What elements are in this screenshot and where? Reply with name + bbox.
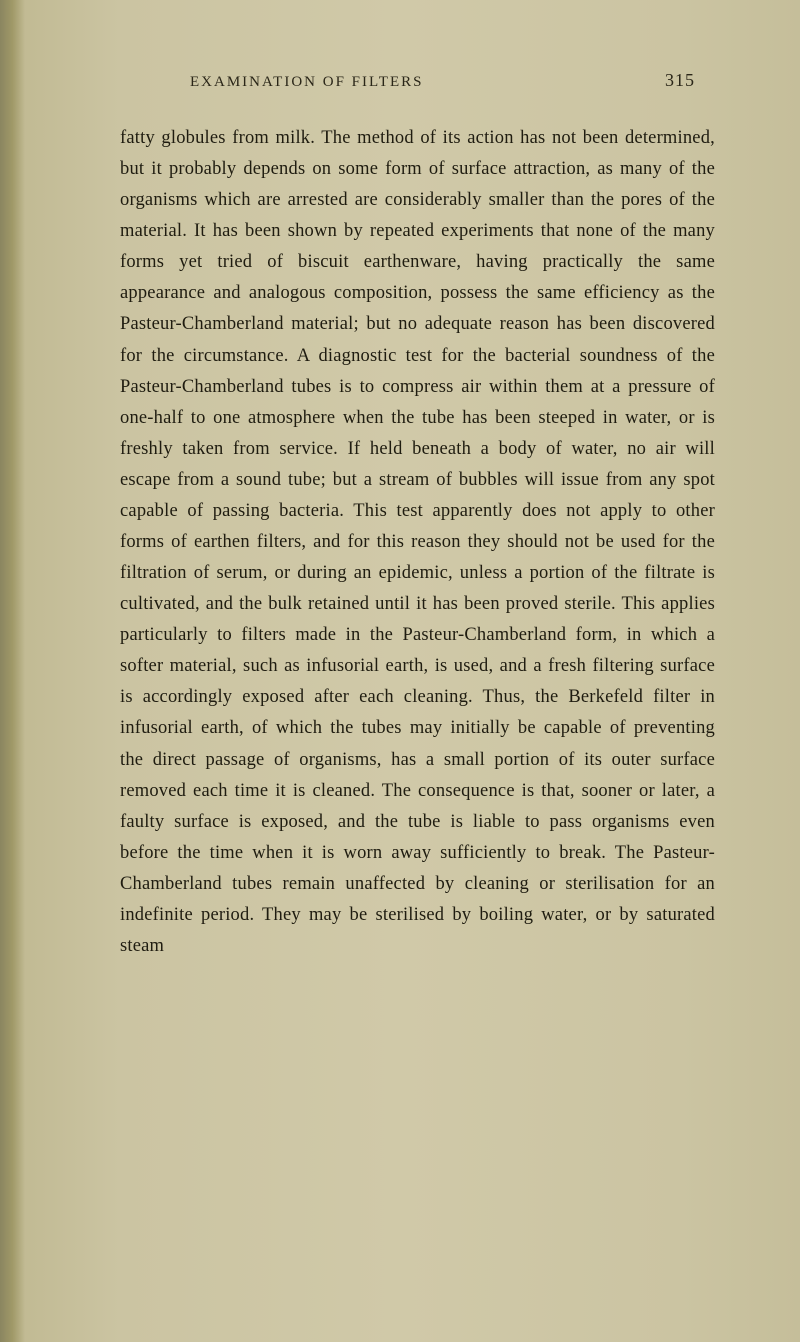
page-header-row: EXAMINATION OF FILTERS 315: [120, 70, 715, 91]
body-paragraph: fatty globules from milk. The method of …: [120, 123, 715, 962]
book-page: EXAMINATION OF FILTERS 315 fatty globule…: [0, 0, 800, 1342]
running-header: EXAMINATION OF FILTERS: [190, 74, 423, 91]
page-number: 315: [665, 70, 695, 91]
